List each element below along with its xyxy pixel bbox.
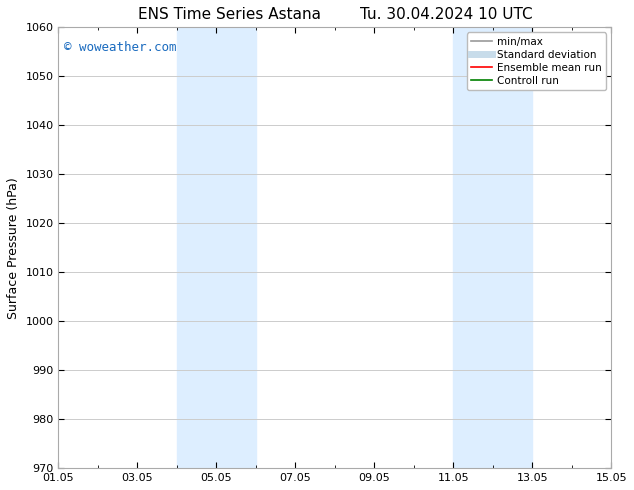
Bar <box>453 27 493 468</box>
Text: © woweather.com: © woweather.com <box>64 41 176 53</box>
Bar <box>493 27 533 468</box>
Legend: min/max, Standard deviation, Ensemble mean run, Controll run: min/max, Standard deviation, Ensemble me… <box>467 32 606 90</box>
Y-axis label: Surface Pressure (hPa): Surface Pressure (hPa) <box>7 177 20 318</box>
Title: ENS Time Series Astana        Tu. 30.04.2024 10 UTC: ENS Time Series Astana Tu. 30.04.2024 10… <box>138 7 532 22</box>
Bar <box>177 27 216 468</box>
Bar <box>216 27 256 468</box>
